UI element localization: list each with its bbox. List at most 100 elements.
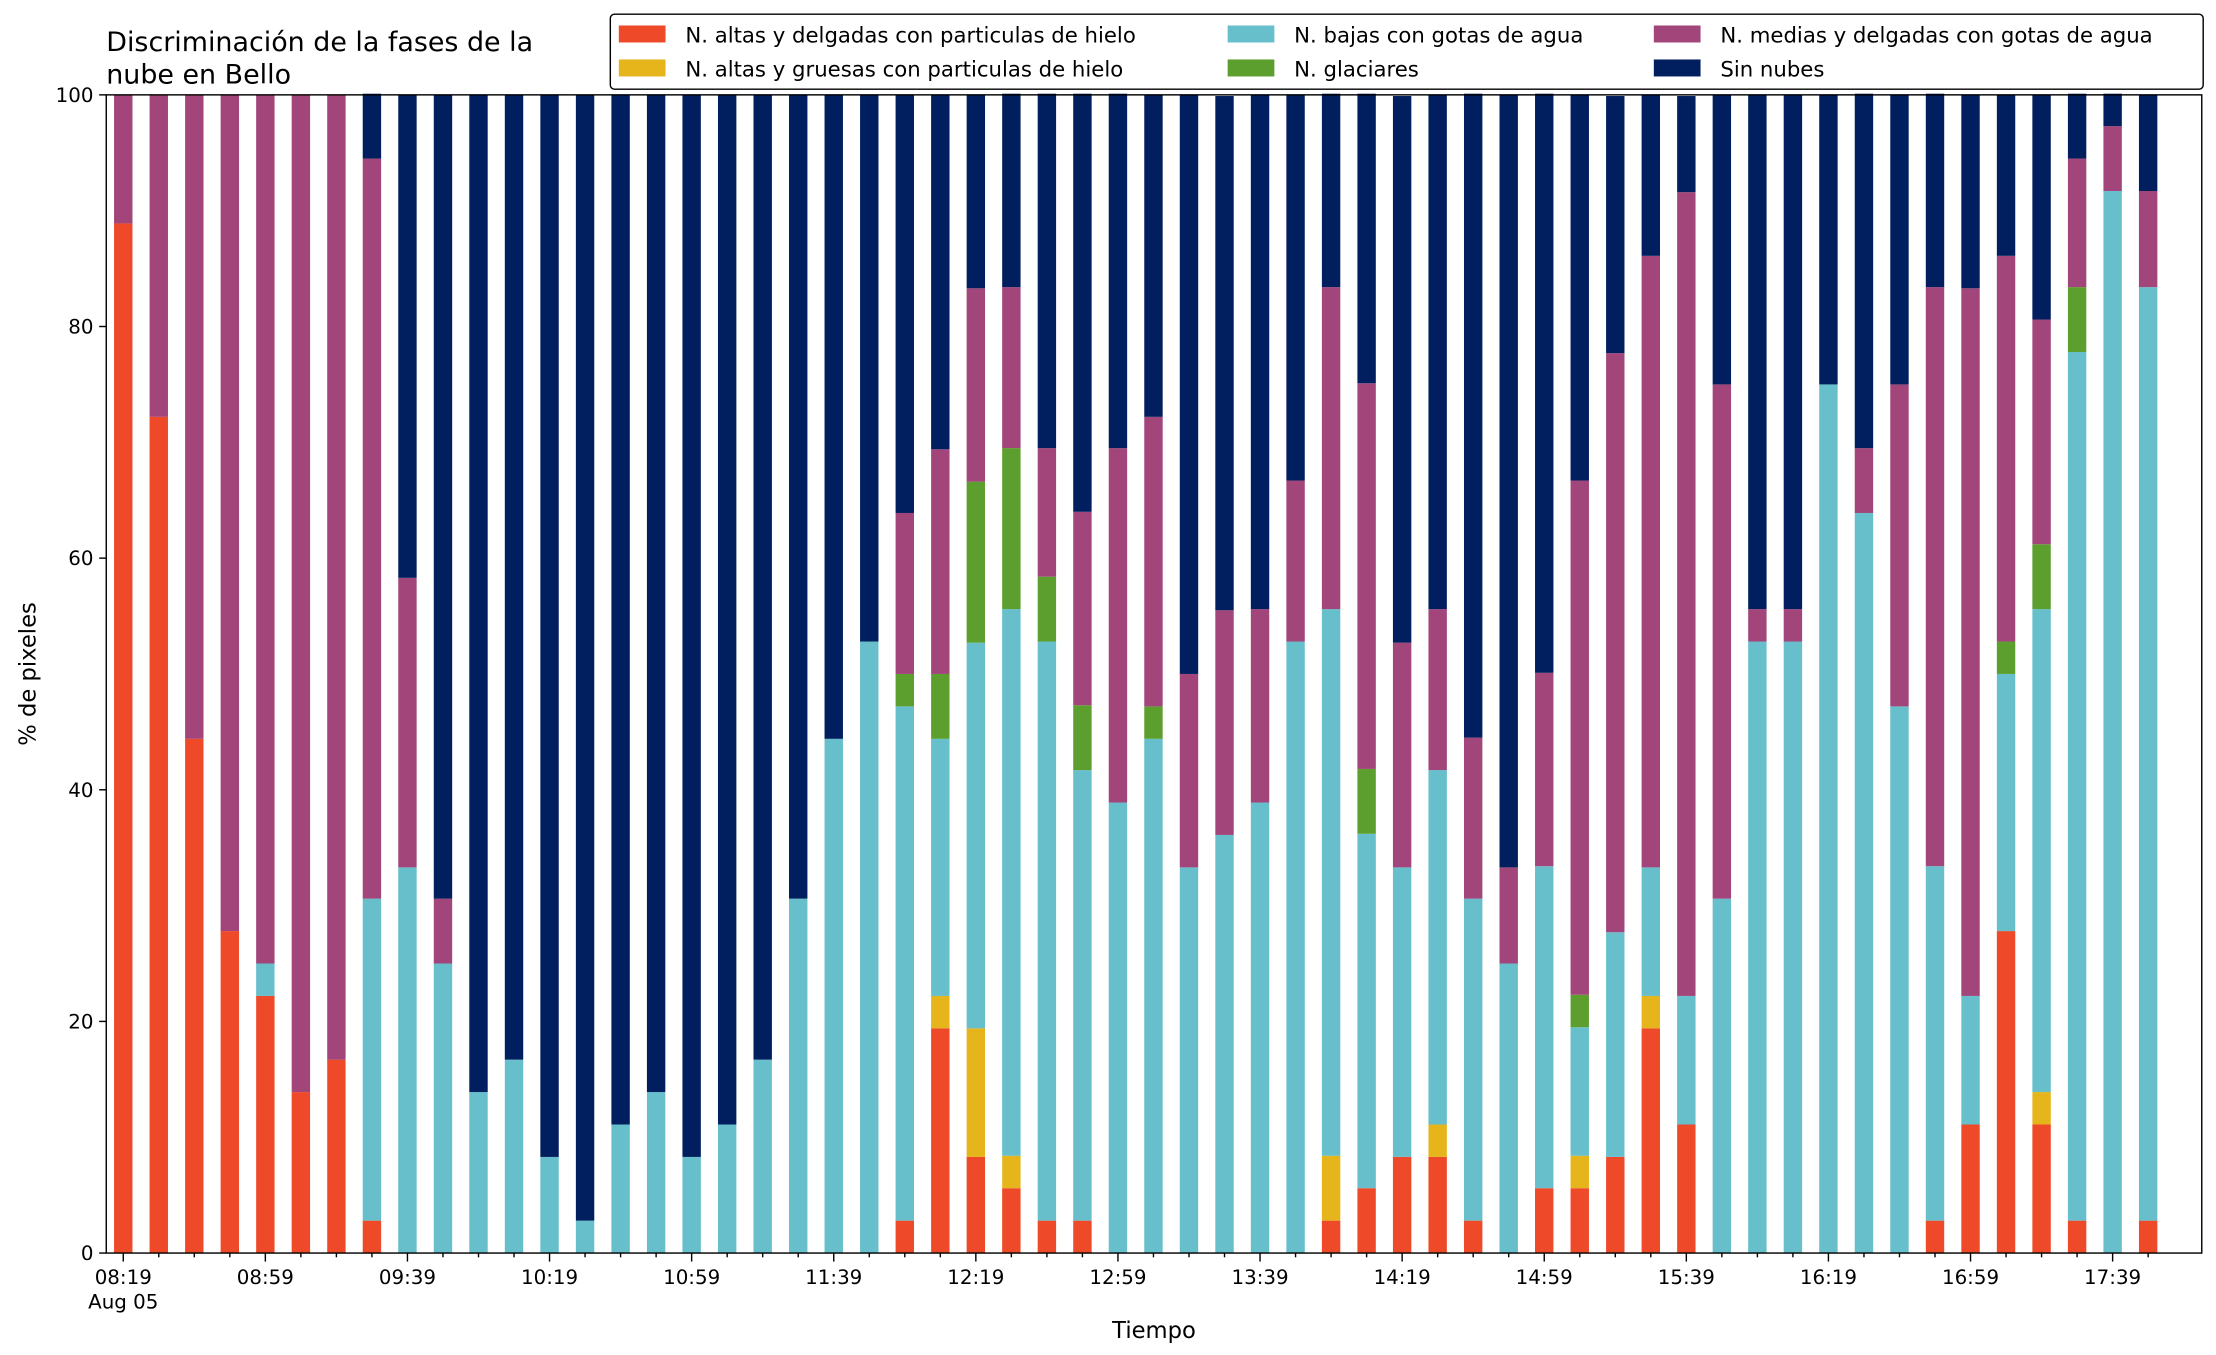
bar-segment [1712,384,1732,899]
bar-segment [1641,995,1661,1029]
bar-segment [753,1059,772,1254]
bar-segment [433,963,453,1254]
bar-segment [1783,94,1803,610]
legend-swatch [1227,59,1275,77]
bar-segment [1996,673,2016,932]
bar-segment [1037,448,1057,577]
x-tick-label: 14:19 [1374,1266,1431,1289]
bar-segment [1463,898,1483,1221]
bar-segment [1499,963,1518,1254]
bar-segment [682,94,701,1157]
bar-segment [1002,1155,1021,1189]
legend-swatch [1653,25,1701,43]
bar-segment [1677,995,1696,1125]
bar-segment [2138,1220,2158,1254]
bar-segment [327,94,346,1060]
bar-segment [611,1124,630,1254]
bar-segment [2138,287,2158,1221]
bar-segment [2032,609,2051,1093]
bar-segment [575,94,595,1221]
bar-segment [824,738,843,1254]
bar-segment [469,94,488,1093]
bar-segment [1108,448,1128,803]
plot-area: 0 20 40 60 80 100 08:19 08:59 09:39 10:19 10:59 11:… [56,84,2203,1313]
bar-segment [1996,641,2016,674]
legend-swatch [618,25,666,43]
bar-segment [1925,866,1945,1221]
bar-segment [1392,96,1412,643]
bar-segment [1961,94,1980,289]
bar-segment [1428,609,1447,771]
bar-segment [1854,93,1874,449]
bar-segment [1677,192,1696,996]
bar-segment [256,94,275,964]
bar-segment [1002,287,1021,449]
bar-segment [1215,96,1234,611]
bar-segment [931,1028,950,1254]
bar-segment [682,1156,701,1254]
bar-segment [611,94,630,1125]
bar-segment [1321,287,1341,610]
bar-segment [1748,94,1767,610]
bar-segment [1961,288,1980,996]
bar-segment [1606,96,1625,354]
bar-segment [540,1156,559,1254]
bar-segment [185,94,204,739]
bar-segment [362,93,382,159]
bar-segment [1286,480,1305,642]
bar-segment [1073,770,1092,1221]
bar-segment [1748,609,1767,642]
bar-segment [966,1028,986,1157]
bar-segment [1890,706,1909,1254]
bar-segment [1321,93,1341,288]
bar-segment [1286,94,1305,481]
bar-segment [398,577,417,868]
bar-segment [966,481,986,643]
bar-segment [1428,1124,1447,1157]
bar-segment [1641,1028,1661,1254]
bar-segment [646,1092,666,1254]
bar-segment [1463,737,1483,899]
bar-segment [966,642,986,1029]
bar-segment [1357,383,1376,769]
x-tick-label: 13:39 [1231,1266,1288,1289]
bar-segment [931,673,950,739]
bar-segment [114,223,133,1254]
bar-segment [1037,1220,1057,1254]
y-tick-label: 40 [68,779,93,802]
bar-segment [2067,287,2087,352]
bar-segment [1535,866,1554,1189]
bar-segment [1819,384,1838,1254]
bar-segment [753,94,772,1060]
bar-segment [717,1124,737,1254]
x-tick-label: 17:39 [2084,1266,2141,1289]
x-tick-label: 08:59 [237,1266,294,1289]
y-tick-label: 60 [68,547,93,570]
x-tick-label: 15:39 [1658,1266,1715,1289]
bar-segment [1499,94,1518,868]
bar-segment [1535,93,1554,673]
bar-segment [1606,353,1625,933]
bar-segment [1144,416,1163,707]
bar-segment [1570,480,1589,995]
chart-title: nube en Bello [106,60,291,91]
y-tick-label: 100 [56,84,94,107]
bar-segment [362,1220,382,1254]
bar-segment [2067,93,2087,159]
legend-label: N. altas y delgadas con particulas de hi… [685,23,1135,48]
legend-box [609,13,2204,90]
bar-segment [931,995,950,1029]
bar-segment [1961,995,1980,1125]
bar-segment [2103,126,2122,191]
bar-segment [1783,641,1803,1254]
bar-segment [220,931,240,1254]
bar-segment [1002,93,1021,288]
bar-segment [1392,1156,1412,1254]
bar-segment [2138,94,2158,191]
bar-segment [540,94,559,1157]
bar-segment [2067,158,2087,288]
bar-segment [1073,1220,1092,1254]
bar-segment [966,288,986,482]
bar-segment [1108,93,1128,449]
bar-segment [789,898,808,1254]
